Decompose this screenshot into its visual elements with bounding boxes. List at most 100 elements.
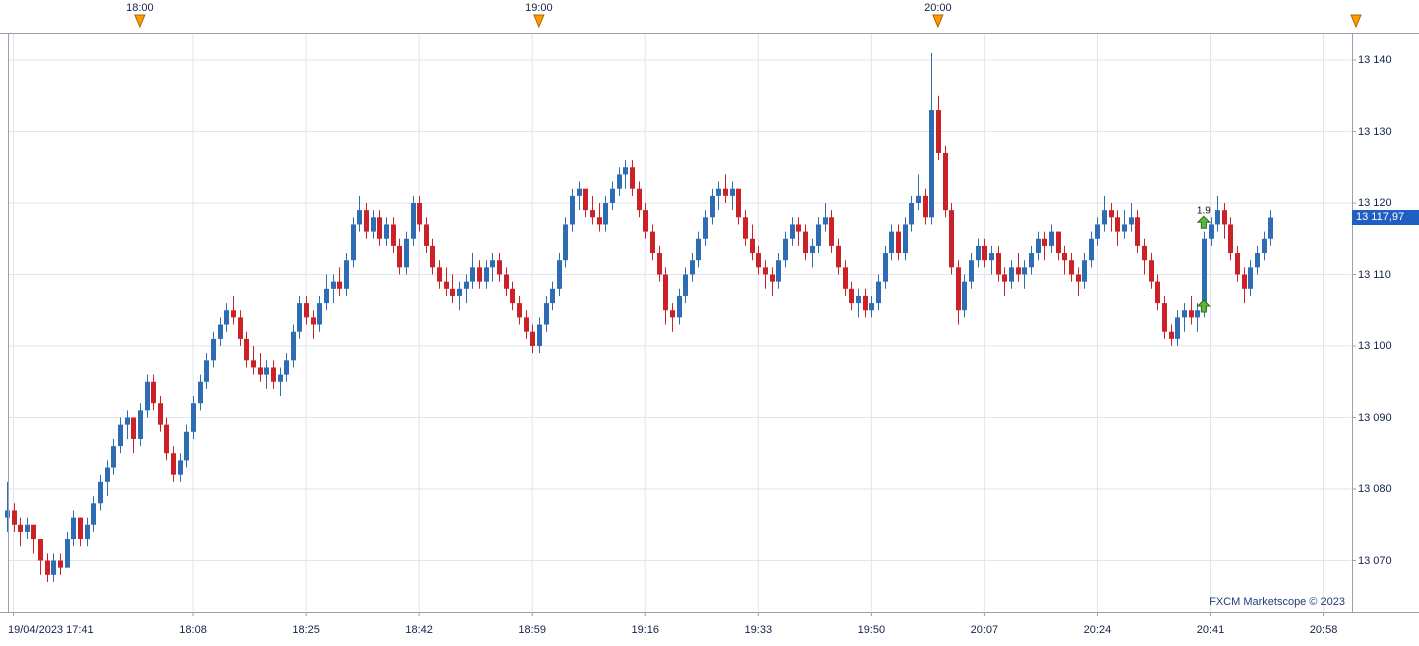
candle-down	[231, 310, 236, 318]
bottom-time-label: 18:59	[518, 624, 546, 636]
candle-up	[1036, 238, 1041, 254]
candle-down	[743, 217, 748, 239]
candle-up	[1195, 310, 1200, 318]
candle-down	[12, 510, 17, 525]
watermark: FXCM Marketscope © 2023	[1209, 596, 1345, 608]
candle-up	[903, 224, 908, 254]
price-axis-label: 13 140	[1358, 54, 1392, 66]
candle-up	[550, 288, 555, 304]
candle-down	[1002, 274, 1007, 282]
candle-down	[58, 560, 63, 568]
candle-down	[1222, 210, 1227, 225]
candle-down	[1189, 310, 1194, 318]
bottom-time-label: 20:58	[1309, 624, 1338, 636]
candle-down	[1149, 260, 1154, 282]
candle-up	[1009, 267, 1014, 282]
candle-up	[563, 224, 568, 261]
candle-up	[85, 524, 90, 540]
candle-down	[45, 560, 50, 575]
candle-down	[437, 267, 442, 282]
candle-down	[444, 281, 449, 289]
bottom-time-label: 20:24	[1083, 624, 1112, 636]
candle-down	[244, 338, 249, 361]
candle-up	[883, 253, 888, 282]
bottom-time-axis[interactable]: 19/04/2023 17:41 18:08 18:25 18:42 18:59 19:1…	[0, 612, 1419, 646]
candle-down	[843, 267, 848, 289]
candle-up	[1182, 310, 1187, 318]
candle-down	[836, 245, 841, 268]
top-time-label: 18:00	[126, 2, 154, 14]
candle-down	[803, 231, 808, 254]
candle-up	[710, 195, 715, 218]
candle-down	[943, 152, 948, 211]
candle-up	[105, 467, 110, 482]
candle-up	[909, 203, 914, 225]
candle-down	[996, 253, 1001, 275]
candle-up	[324, 288, 329, 304]
bottom-time-label: 19/04/2023 17:41	[8, 624, 94, 636]
candle-down	[364, 210, 369, 232]
candle-down	[650, 231, 655, 254]
buy-arrow-icon[interactable]	[1196, 215, 1212, 229]
session-marker-icon	[533, 14, 545, 29]
bottom-time-label: 20:07	[970, 624, 999, 636]
candle-down	[590, 210, 595, 218]
candle-up	[1255, 253, 1260, 268]
candle-down	[657, 253, 662, 275]
candle-up	[125, 417, 130, 425]
candle-down	[31, 524, 36, 540]
candle-up	[411, 203, 416, 239]
candle-down	[1155, 281, 1160, 304]
candle-down	[849, 288, 854, 304]
candle-up	[145, 381, 150, 411]
candle-down	[643, 210, 648, 232]
candle-down	[1042, 238, 1047, 246]
candle-up	[357, 210, 362, 225]
top-time-axis[interactable]: 18:00 19:00 20:00	[0, 0, 1419, 33]
candle-up	[1082, 260, 1087, 282]
candle-up	[544, 303, 549, 325]
price-axis-label: 13 070	[1358, 554, 1392, 567]
top-time-label: 19:00	[525, 2, 553, 14]
candle-down	[337, 281, 342, 289]
buy-arrow-icon[interactable]	[1196, 299, 1212, 313]
candle-up	[623, 167, 628, 175]
candle-up	[1022, 267, 1027, 275]
candle-up	[284, 360, 289, 375]
candle-up	[690, 260, 695, 275]
candle-down	[477, 267, 482, 282]
candle-up	[1268, 217, 1273, 239]
bottom-time-label: 19:50	[857, 624, 886, 636]
price-axis[interactable]: 13 140 13 130 13 120 13 110 13 100 13 090 13 0…	[1352, 33, 1419, 612]
candle-up	[331, 281, 336, 289]
candle-up	[810, 245, 815, 254]
candle-down	[417, 203, 422, 225]
bottom-time-label: 18:08	[179, 624, 207, 636]
candle-down	[723, 188, 728, 196]
candle-down	[1242, 274, 1247, 289]
candle-up	[297, 303, 302, 332]
candle-down	[796, 224, 801, 232]
candle-down	[956, 267, 961, 311]
price-axis-label: 13 090	[1358, 411, 1392, 424]
candle-up	[577, 188, 582, 196]
price-axis-label: 13 120	[1358, 197, 1392, 209]
candle-up	[204, 360, 209, 382]
candle-up	[71, 517, 76, 540]
candle-up	[1129, 217, 1134, 225]
candle-up	[25, 524, 30, 532]
candle-down	[424, 224, 429, 246]
candle-down	[949, 210, 954, 268]
candle-up	[371, 217, 376, 232]
candle-up	[869, 303, 874, 311]
candle-up	[464, 281, 469, 289]
candle-up	[1262, 238, 1267, 254]
candle-up	[490, 260, 495, 268]
candle-up	[730, 188, 735, 196]
session-marker-icon	[1350, 14, 1362, 29]
candle-up	[989, 253, 994, 261]
bottom-time-label: 20:41	[1196, 624, 1225, 636]
candle-up	[1202, 238, 1207, 311]
